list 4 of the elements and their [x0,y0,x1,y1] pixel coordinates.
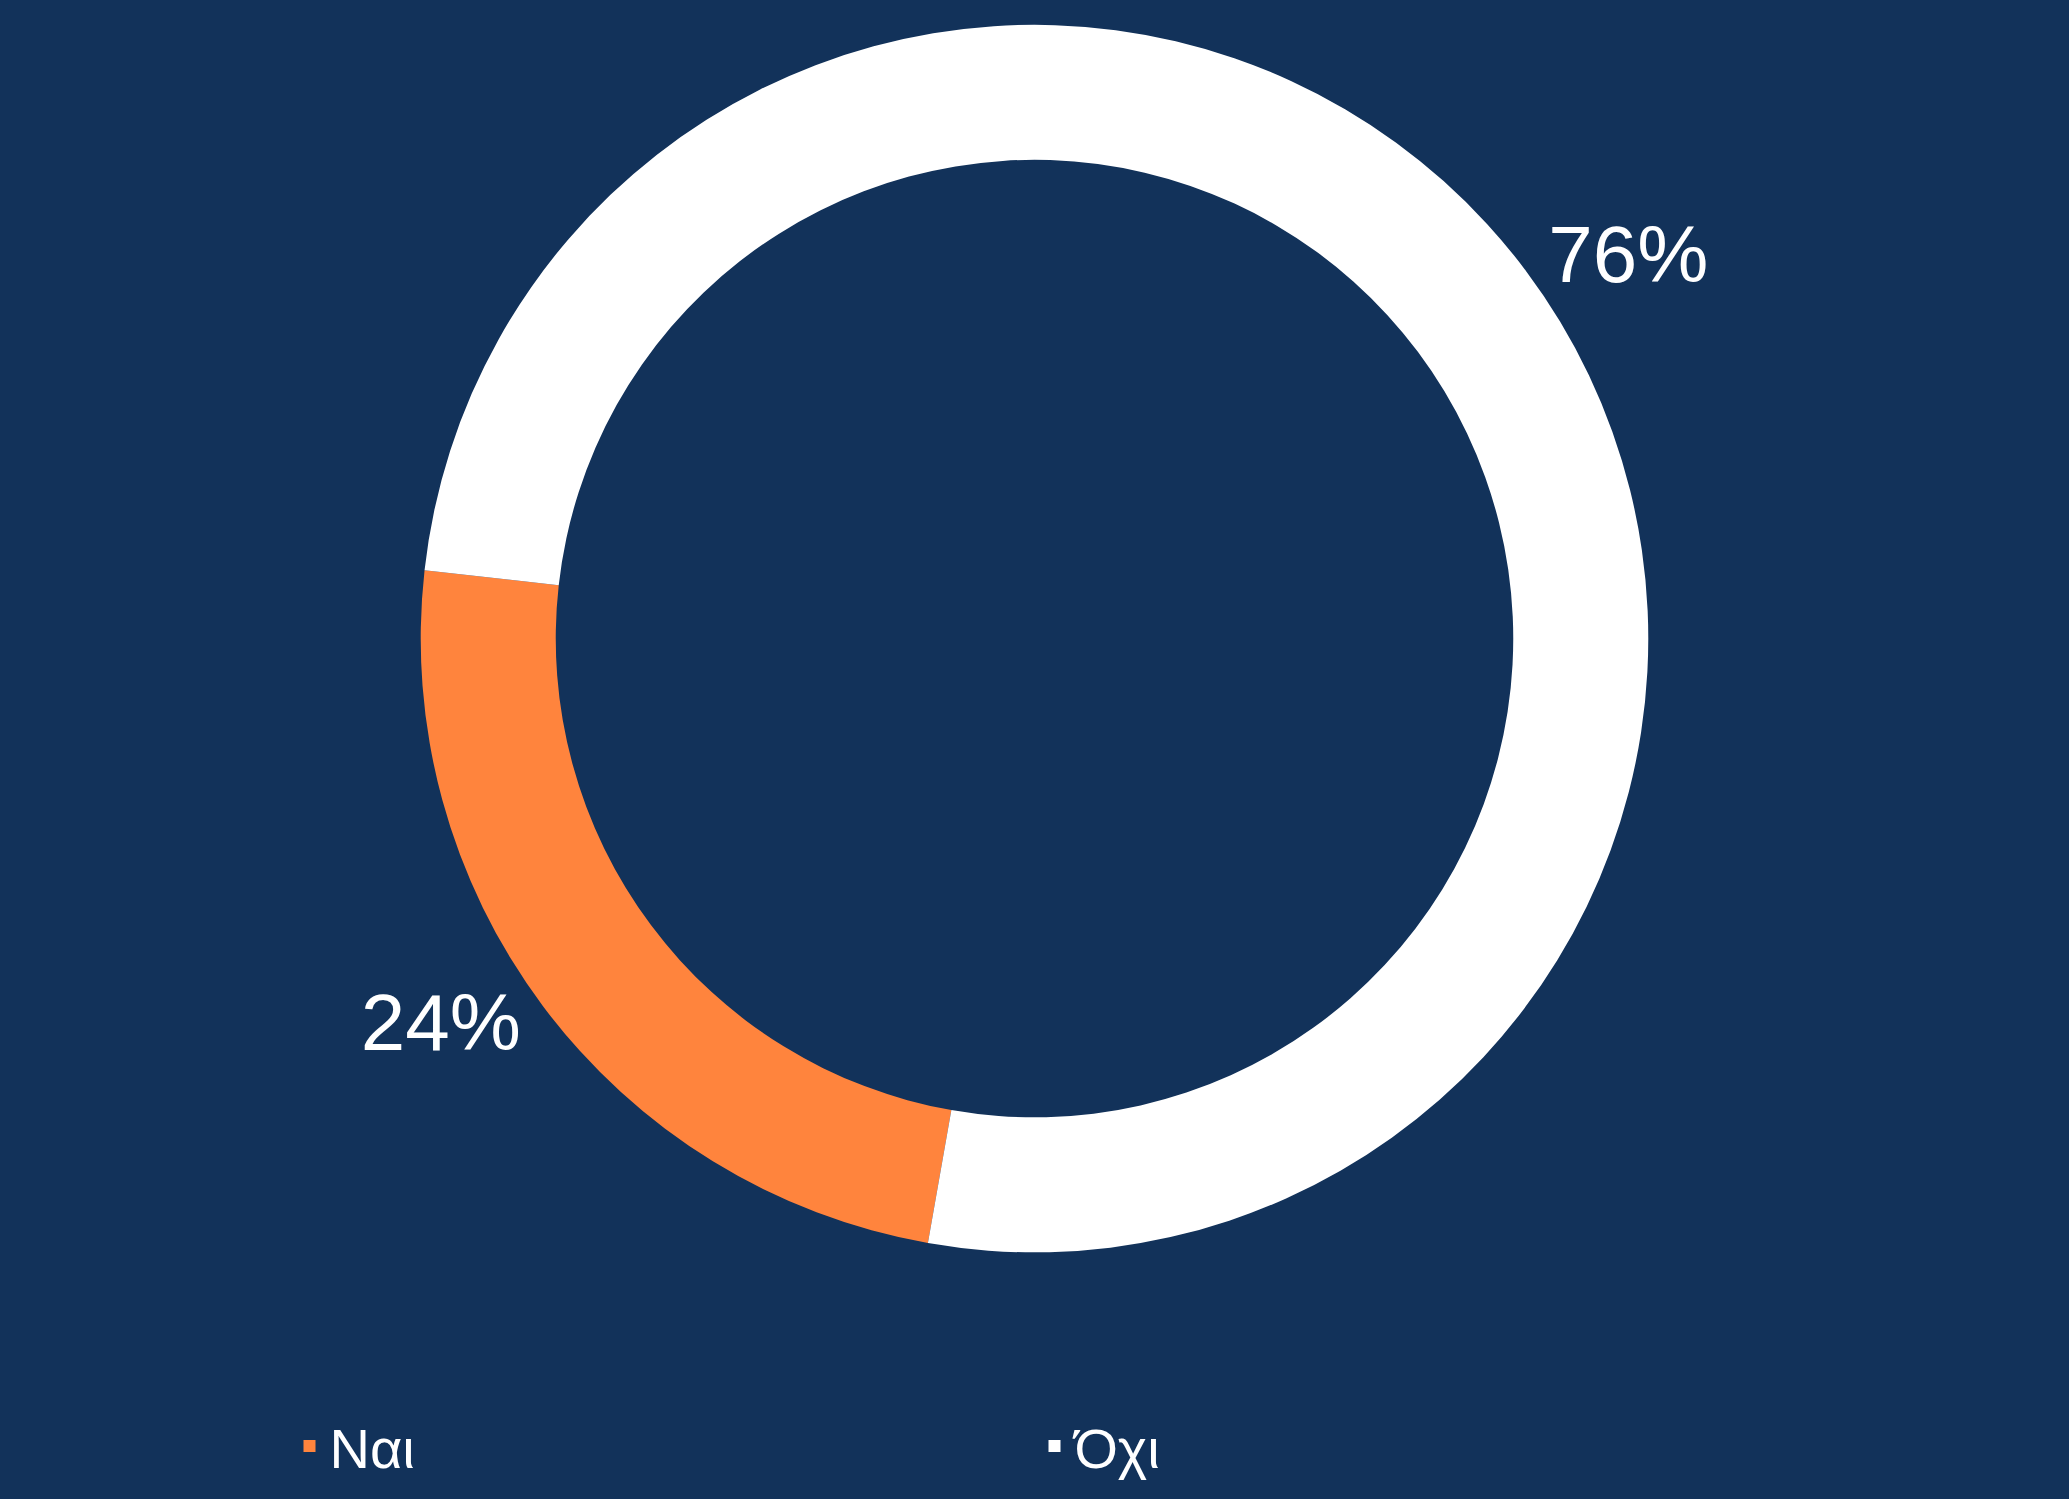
legend-label: Όχι [1072,1416,1160,1480]
data-label: 24% [360,977,521,1067]
legend-label: Ναι [329,1416,415,1480]
data-label: 76% [1548,210,1709,300]
